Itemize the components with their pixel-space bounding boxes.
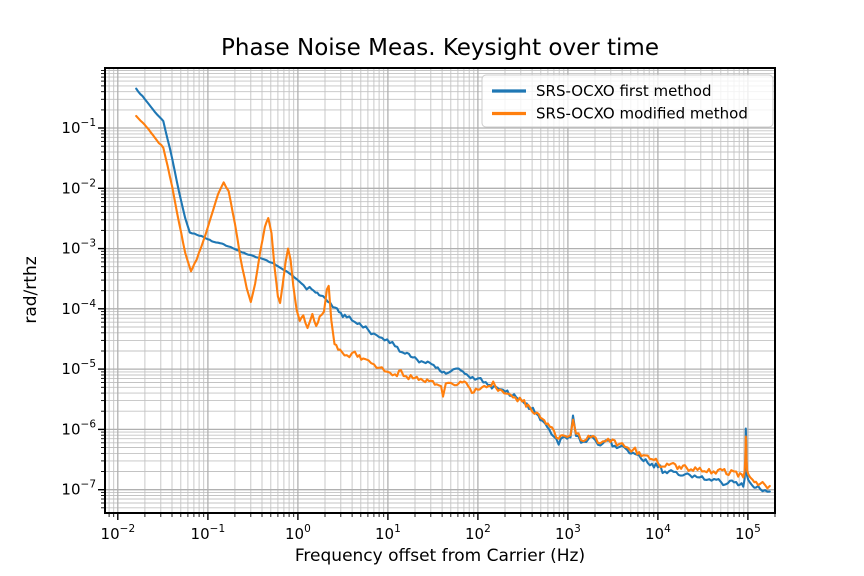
y-tick-label: 10−2 (61, 177, 96, 197)
x-tick-label: 100 (285, 523, 311, 543)
y-tick-label: 10−3 (61, 238, 96, 258)
chart-title: Phase Noise Meas. Keysight over time (221, 35, 659, 61)
legend-box (481, 74, 774, 128)
y-tick-label: 10−1 (61, 117, 96, 137)
x-tick-label: 104 (645, 523, 671, 543)
x-tick-label: 103 (555, 523, 581, 543)
x-axis-label: Frequency offset from Carrier (Hz) (295, 546, 585, 566)
legend-entry-label-1: SRS-OCXO modified method (536, 105, 748, 123)
series-lines (135, 87, 771, 493)
x-tick-label: 101 (375, 523, 401, 543)
legend: SRS-OCXO first method SRS-OCXO modified m… (481, 74, 774, 128)
y-tick-label: 10−5 (61, 358, 96, 378)
x-tick-label: 105 (735, 523, 761, 543)
y-tick-label: 10−4 (61, 298, 96, 318)
legend-entry-label-0: SRS-OCXO first method (536, 82, 711, 100)
axes: 10−2 10−1 100 101 102 103 104 105 10−1 10−2 10−3 10… (21, 35, 776, 566)
y-tick-label: 10−7 (61, 479, 96, 499)
x-tick-label: 102 (465, 523, 491, 543)
series-line-1 (135, 114, 771, 490)
y-tick-label: 10−6 (61, 418, 96, 438)
y-axis-label: rad/rthz (21, 256, 41, 323)
x-tick-label: 10−2 (101, 523, 136, 543)
x-tick-label: 10−1 (191, 523, 226, 543)
series-line-0 (135, 87, 771, 493)
